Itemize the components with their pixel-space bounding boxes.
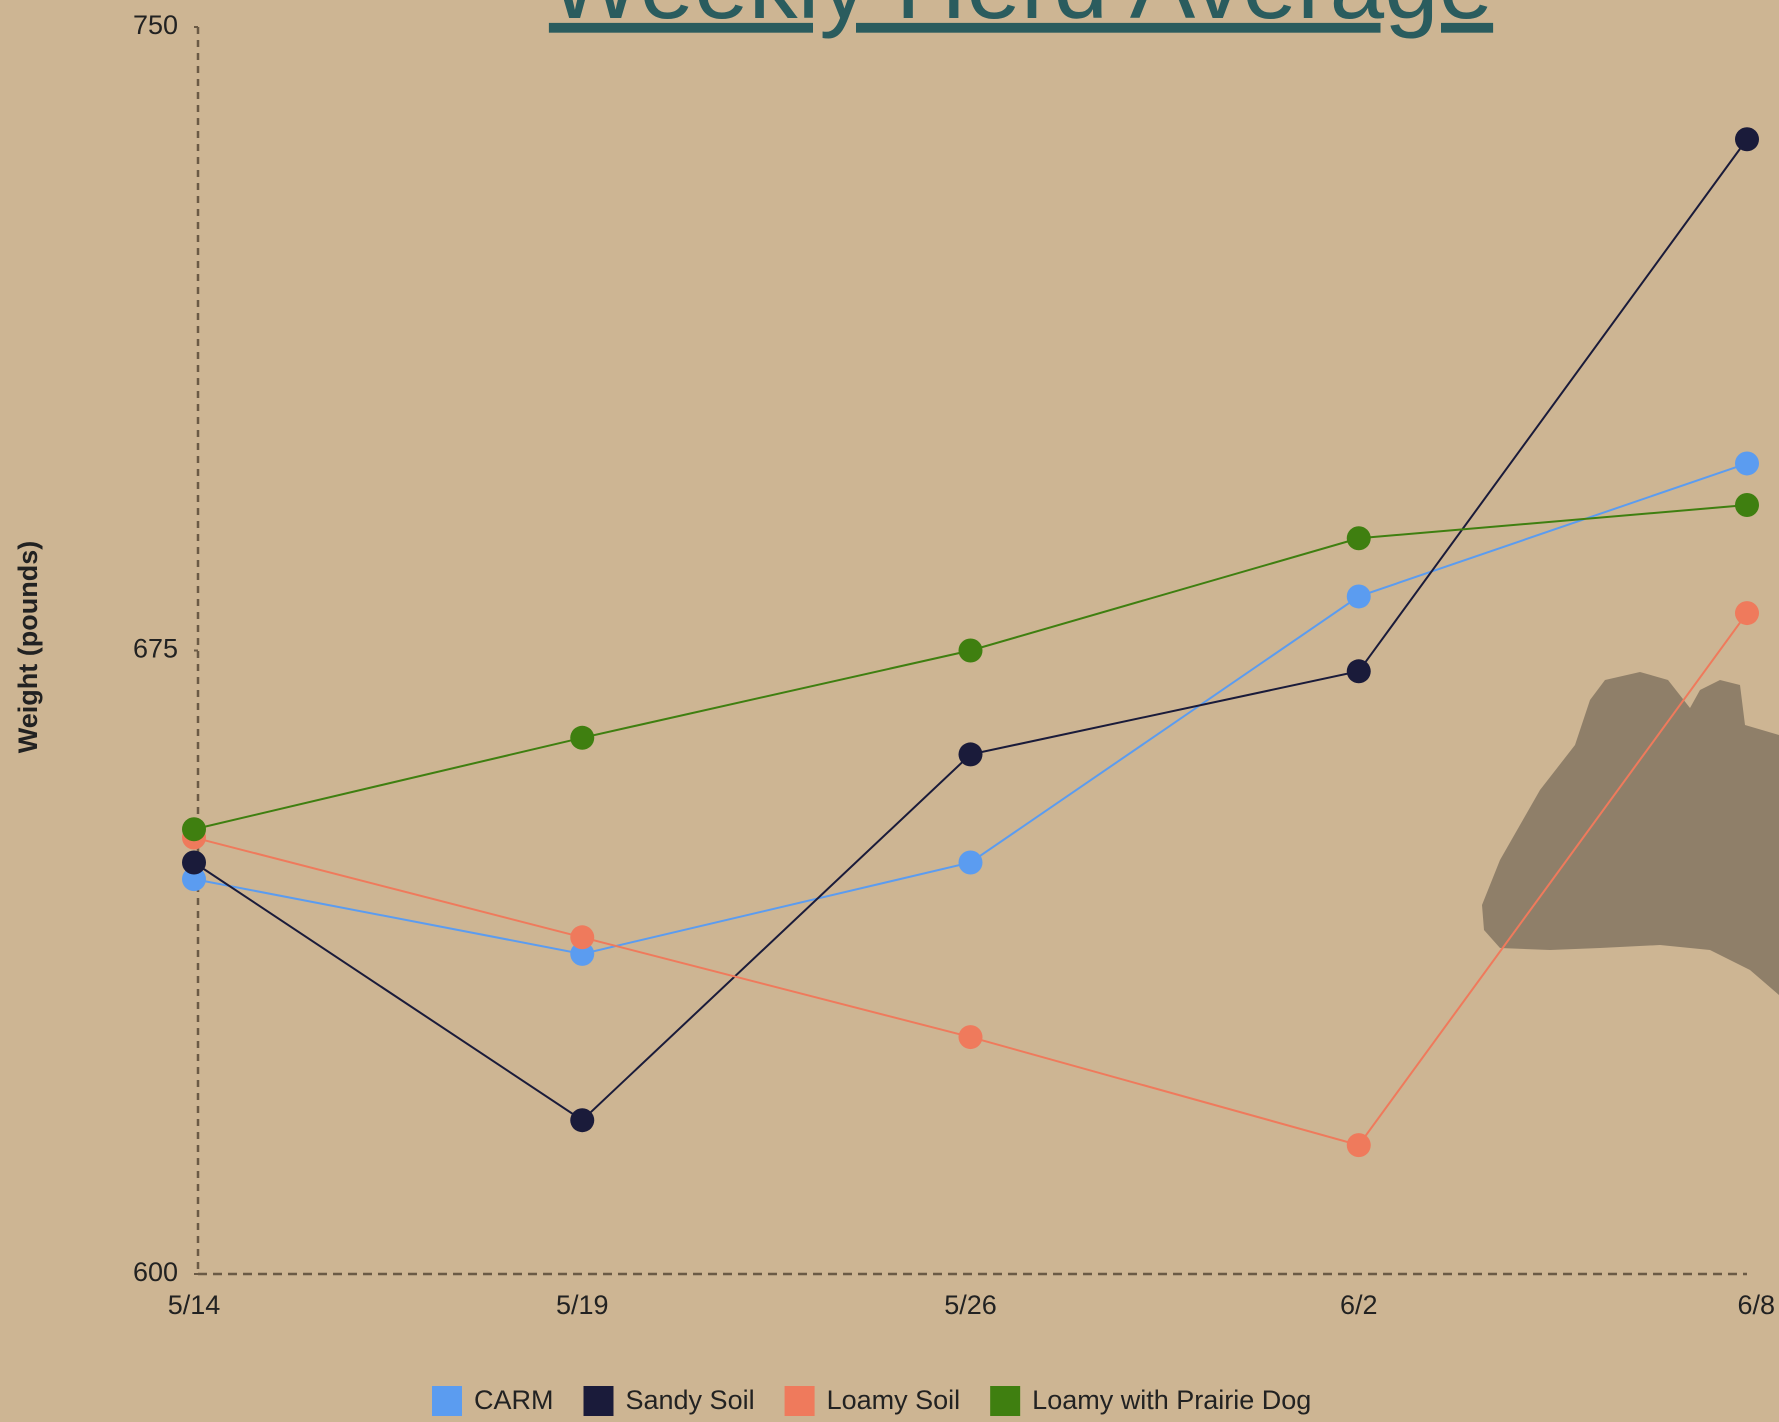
y-tick-label: 600 — [133, 1257, 178, 1287]
x-tick-label: 6/8 — [1737, 1290, 1775, 1320]
x-tick-label: 5/19 — [556, 1290, 609, 1320]
point — [1346, 659, 1371, 684]
point — [1735, 493, 1759, 518]
x-tick-label: 5/26 — [944, 1290, 997, 1320]
point — [182, 850, 206, 875]
point — [570, 941, 595, 966]
point — [570, 725, 595, 750]
point — [182, 867, 206, 892]
point — [958, 742, 983, 767]
legend-swatch — [990, 1386, 1021, 1416]
point — [1346, 526, 1371, 551]
legend-label: Loamy Soil — [827, 1385, 961, 1415]
legend-swatch — [583, 1386, 614, 1416]
point — [182, 817, 206, 842]
point — [1346, 584, 1371, 609]
point — [958, 638, 983, 663]
legend-label: CARM — [474, 1385, 554, 1415]
legend-label: Sandy Soil — [626, 1385, 755, 1415]
point — [958, 1025, 983, 1050]
point — [1346, 1133, 1371, 1158]
legend: CARM Sandy Soil Loamy Soil Loamy with Prair… — [432, 1385, 1311, 1416]
legend-label: Loamy with Prairie Dog — [1032, 1385, 1311, 1415]
legend-swatch — [432, 1386, 462, 1416]
x-tick-label: 6/2 — [1340, 1290, 1378, 1320]
legend-swatch — [784, 1386, 815, 1416]
point — [570, 1108, 595, 1133]
y-tick-label: 750 — [133, 10, 178, 40]
point — [1735, 127, 1759, 152]
point — [570, 925, 595, 950]
point — [958, 850, 983, 875]
y-tick-label: 675 — [133, 634, 178, 664]
point — [1735, 601, 1759, 626]
x-tick-label: 5/14 — [168, 1290, 221, 1320]
chart-title: Weekly Herd Average — [549, 0, 1493, 39]
point — [1735, 451, 1759, 476]
cow-silhouette — [1482, 672, 1779, 995]
y-axis-label: Weight (pounds) — [13, 541, 43, 753]
